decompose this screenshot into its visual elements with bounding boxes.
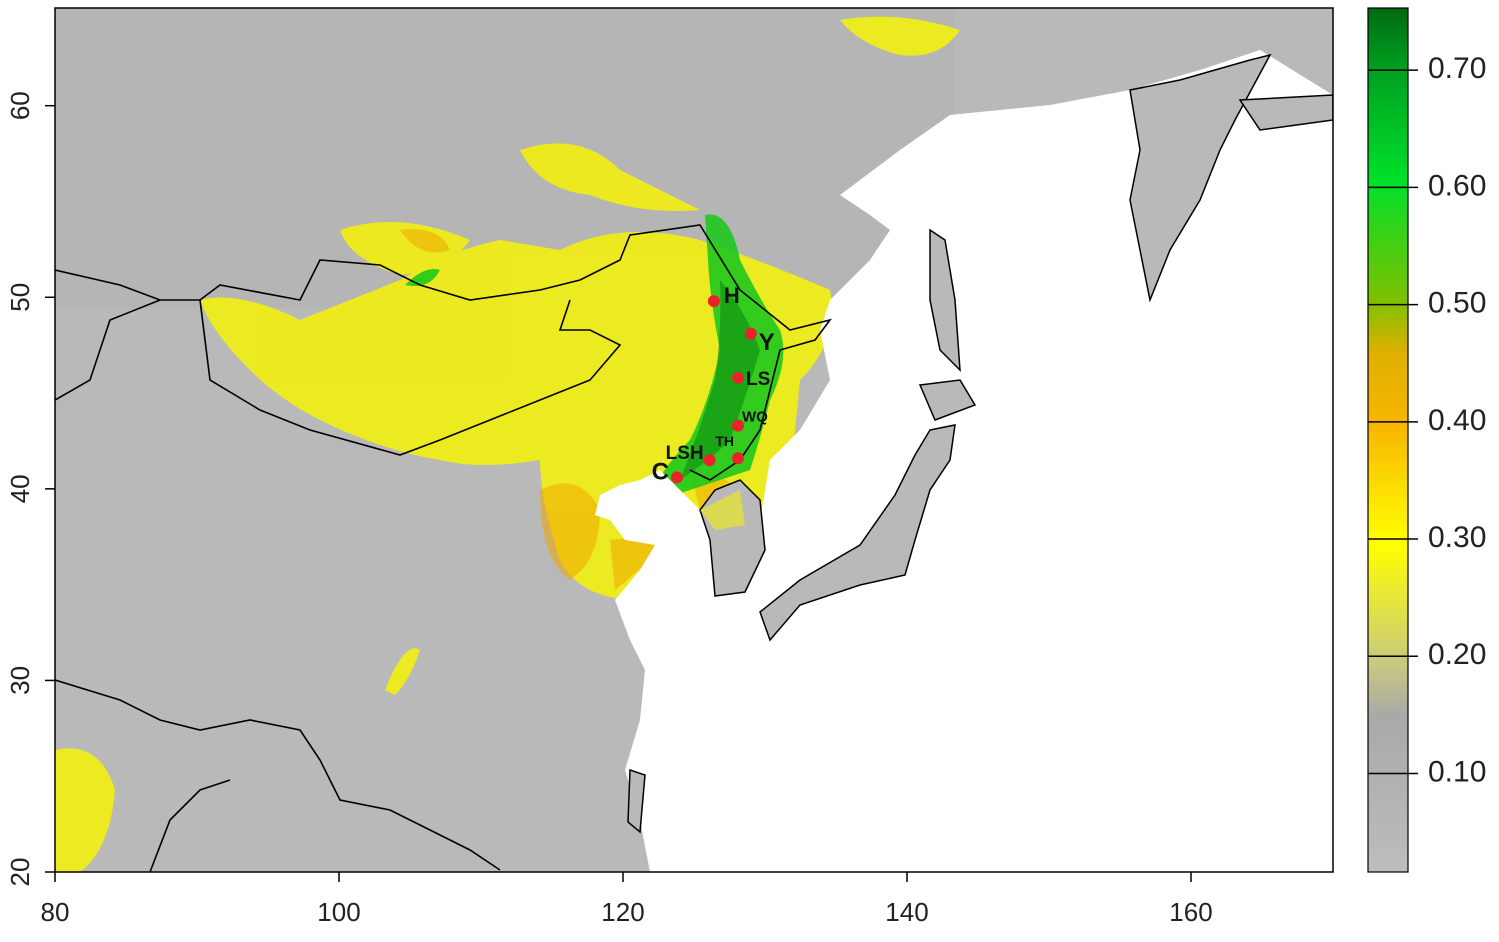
site-label: LS [746,369,770,390]
korea-yellow [700,490,745,530]
site-point [744,327,757,340]
map-raster [55,8,1333,872]
colorbar-tick-label: 0.30 [1428,521,1486,554]
islands [627,53,1333,834]
x-tick-label: 120 [601,897,644,927]
site-label: C [652,459,669,486]
x-tick-label: 140 [885,897,928,927]
site-point [670,471,683,484]
suitability-top [680,280,760,480]
site-label: LSH [666,443,704,464]
x-tick-label: 80 [41,897,70,927]
site-label: H [724,283,740,308]
colorbar-tick-label: 0.20 [1428,638,1486,671]
colorbar-tick-label: 0.10 [1428,755,1486,788]
plot-frame [54,7,1334,873]
y-tick-label: 40 [5,474,35,503]
x-tick-label: 100 [317,897,360,927]
y-tick-label: 20 [5,858,35,887]
y-tick-label: 60 [5,91,35,120]
colorbar [1367,7,1409,873]
y-tick-label: 50 [5,283,35,312]
site-label: WQ [742,409,768,426]
site-label: TH [715,433,734,449]
site-point [703,454,716,467]
site-point [732,419,745,432]
site-label: Y [759,329,775,356]
site-point [732,452,745,465]
y-tick-label: 30 [5,666,35,695]
suitability-mid [400,229,745,590]
x-tick-label: 160 [1169,897,1212,927]
colorbar-tick-label: 0.50 [1428,287,1486,320]
colorbar-tick-label: 0.70 [1428,52,1486,85]
colorbar-tick-label: 0.40 [1428,404,1486,437]
site-point [707,295,720,308]
colorbar-tick-label: 0.60 [1428,169,1486,202]
site-point [732,371,745,384]
borders [55,224,832,872]
